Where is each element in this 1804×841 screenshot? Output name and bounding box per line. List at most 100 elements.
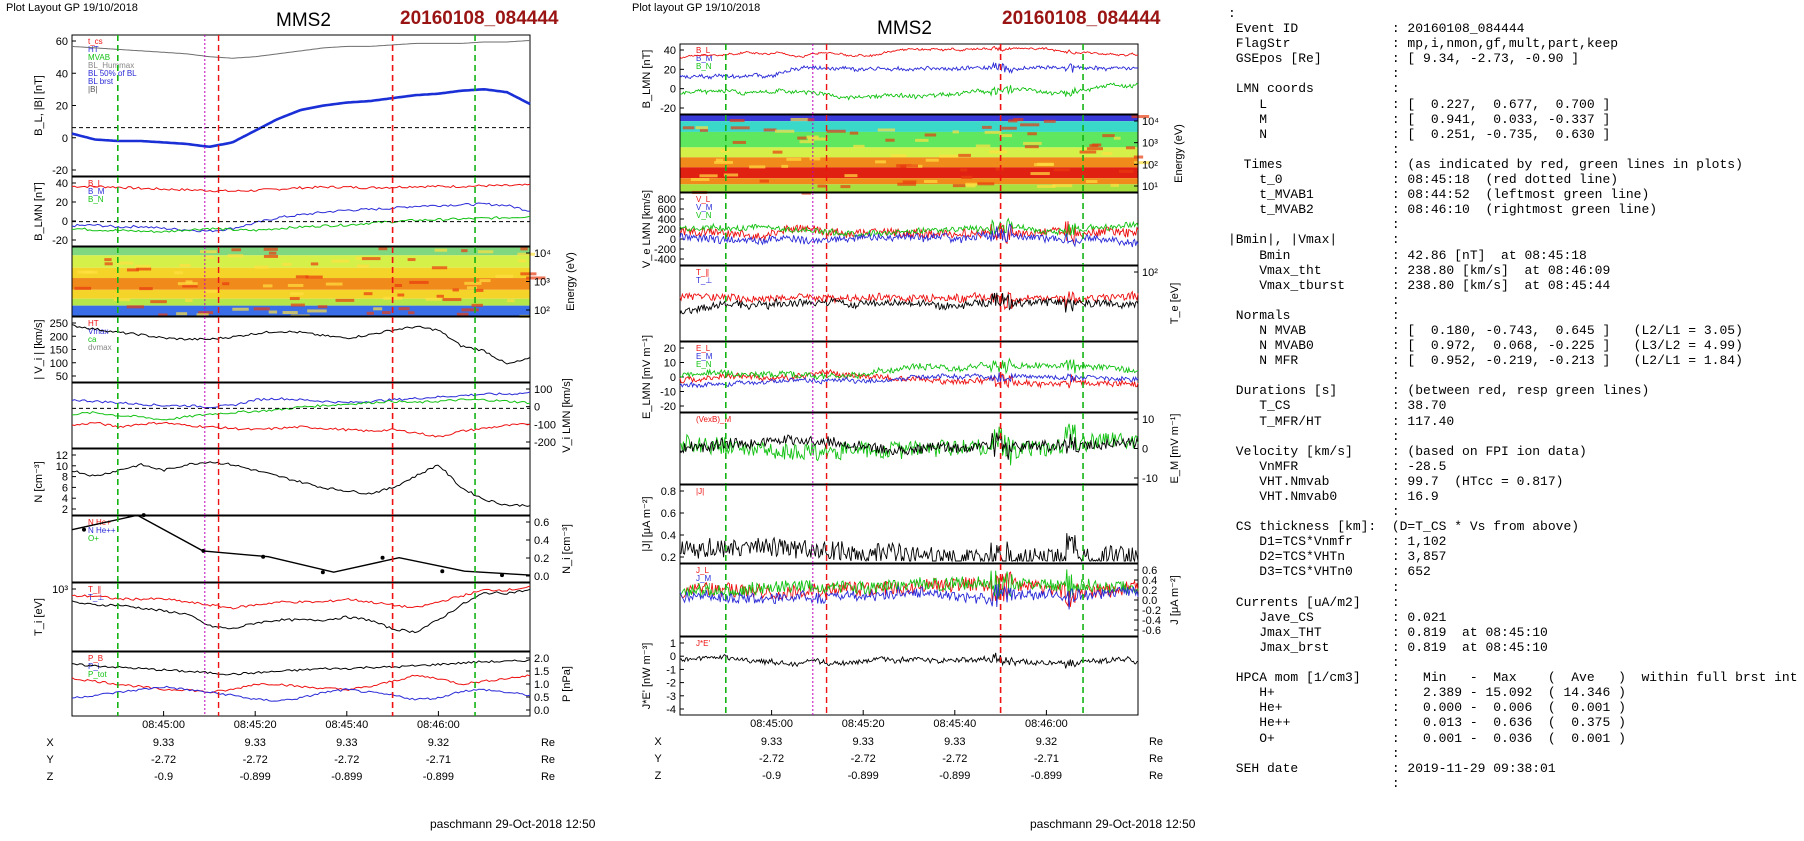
spectrogram-band (680, 121, 1138, 132)
listing-line: LMN coords : (1228, 81, 1400, 97)
data-point (141, 513, 146, 518)
spectrogram-cell (890, 154, 907, 158)
series-line (71, 87, 531, 149)
listing-line: Jmax_brst : 0.819 at 08:45:10 (1228, 639, 1548, 655)
spectrogram-cell (1089, 144, 1099, 148)
spectrogram-cell (981, 125, 992, 129)
series-line (679, 432, 1139, 460)
y-axis-label: V_i LMN [km/s] (561, 378, 573, 453)
legend-entry: J*E' (696, 639, 710, 648)
y-tick-label: -4 (666, 704, 676, 716)
series-line (679, 584, 1139, 610)
x-tick-label: 08:45:20 (234, 719, 277, 731)
spectrogram-cell (206, 255, 214, 259)
spectrogram-cell (817, 184, 826, 188)
series-line (71, 398, 531, 421)
y-tick-label: 400 (658, 214, 676, 226)
y-tick-label: 150 (50, 345, 68, 357)
series-line (679, 372, 1139, 389)
spectrogram-cell (442, 298, 462, 302)
spectrogram-cell (254, 265, 269, 269)
spectrogram-cell (366, 311, 374, 315)
y-tick-label: -200 (534, 437, 556, 449)
data-point (500, 573, 504, 578)
y-tick-label: 200 (658, 224, 676, 236)
y-tick-label: 10³ (52, 584, 68, 596)
legend-entry: B_M (696, 54, 713, 63)
spectrogram-cell (875, 160, 886, 164)
y-tick-label: -0.6 (1142, 625, 1161, 637)
series-line (71, 215, 531, 234)
x-tick-label: 08:45:40 (325, 719, 368, 731)
panel-mid-te: 10² T_e [eV] T_∥T_⊥ (679, 265, 1181, 342)
listing-line: O+ : 0.001 - 0.036 ( 0.001 ) (1228, 730, 1626, 746)
panel-frame (679, 43, 1139, 115)
spectrogram-cell (113, 298, 131, 302)
series-line (679, 290, 1139, 311)
spectrogram-cell (952, 130, 959, 134)
panel-left-bl: 60 40 20 0 -20 B_L, |B| [nT] t_csHTMVABBL_Humm… (33, 34, 531, 177)
listing-line: : (1228, 368, 1400, 384)
listing-line: : (1228, 66, 1400, 82)
legend-entry: B_N (88, 195, 104, 204)
left-plot-event: 20160108_084444 (400, 8, 559, 29)
ephemeris-value: 9.33 (761, 736, 782, 748)
left-plot-header: Plot Layout GP 19/10/2018 (6, 2, 138, 14)
spectrogram-cell (325, 282, 343, 286)
listing-line: Bmin : 42.86 [nT] at 08:45:18 (1228, 247, 1587, 263)
spectrogram-cell (464, 281, 482, 285)
spectrogram-cell (1043, 119, 1056, 123)
y-tick-label: -200 (654, 244, 676, 256)
legend-entry: |B| (88, 85, 98, 94)
legend-entry: P_B (88, 654, 103, 663)
data-point (440, 569, 445, 574)
legend-entry: E_N (696, 360, 712, 369)
ephemeris-value: 9.32 (428, 737, 449, 749)
spectrogram-cell (104, 258, 112, 262)
y-axis-label: T_i [eV] (33, 598, 45, 636)
ephemeris-label: Y (654, 753, 662, 765)
spectrogram-cell (232, 307, 249, 311)
y-axis-label: |J| [μA m⁻²] (641, 496, 653, 551)
listing-line: N : [ 0.251, -0.735, 0.630 ] (1228, 126, 1611, 142)
spectrogram-cell (730, 126, 750, 130)
spectrogram-cell (231, 248, 242, 252)
panel-left-spec: 10⁴ 10³ 10² Energy (eV) (71, 246, 577, 318)
y-tick-label: 1.5 (534, 666, 549, 678)
spectrogram-cell (925, 158, 939, 162)
legend-entry: B_L (696, 46, 711, 55)
panel-frame (679, 114, 1139, 193)
y-tick-label: 10¹ (1142, 181, 1158, 193)
spectrogram-cell (520, 247, 528, 251)
y-tick-label: 0.4 (534, 535, 549, 547)
y-axis-label: J [μA m⁻²] (1169, 575, 1181, 624)
listing-line: Vmax_tburst : 238.80 [km/s] at 08:45:44 (1228, 277, 1611, 293)
spectrogram-cell (1030, 172, 1050, 176)
spectrogram-cell (1053, 168, 1070, 172)
spectrogram-cell (263, 254, 279, 258)
series-line (71, 585, 531, 610)
panel-left-ti: 10³ T_i [eV] T_∥T_⊥ (33, 582, 531, 652)
y-tick-label: 0 (1142, 444, 1148, 456)
panel-left-vlmn: 100 0 -100 -200 V_i LMN [km/s] (71, 378, 573, 453)
spectrogram-cell (732, 140, 747, 144)
spectrogram-cell (759, 179, 769, 183)
spectrogram-cell (518, 259, 527, 263)
listing-line: SEH date : 2019-11-29 09:38:01 (1228, 760, 1556, 776)
spectrogram-cell (177, 282, 198, 286)
spectrogram-cell (263, 247, 278, 251)
legend-entry: N He++ (88, 526, 116, 535)
panel-left-ni: 0.6 0.4 0.2 0.0 N_i [cm⁻³] N He+N He++O+ (71, 513, 573, 583)
data-point (320, 570, 325, 575)
series-line (679, 533, 1139, 563)
spectrogram-cell (253, 307, 270, 311)
spectrogram-cell (877, 128, 896, 132)
y-tick-label: 20 (56, 197, 68, 209)
y-axis-label: J*E' [nW m⁻³] (641, 643, 653, 710)
ephemeris-value: 9.33 (244, 737, 265, 749)
spectrogram-band (680, 167, 1138, 179)
spectrogram-cell (1079, 150, 1097, 154)
legend-entry: MVAB (88, 53, 110, 62)
spectrogram-cell (977, 182, 995, 186)
